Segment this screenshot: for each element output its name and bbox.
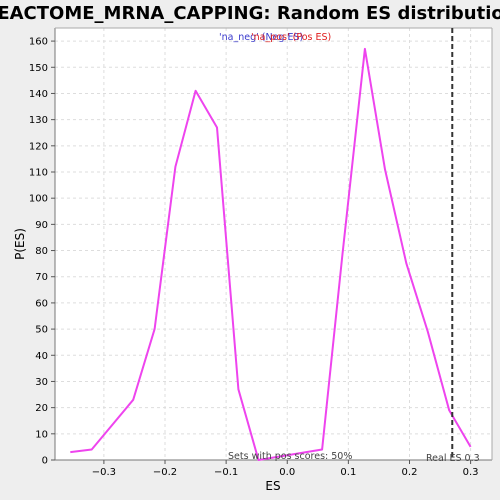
y-tick-label: 10 [35,429,48,440]
legend-neg-label: 'na_neg' (Neg ES) [219,32,303,43]
x-axis-label: ES [265,479,280,493]
y-tick-label: 160 [29,37,48,48]
y-tick-label: 100 [29,194,48,205]
x-tick-label: −0.1 [214,467,238,478]
y-tick-label: 80 [35,246,48,257]
y-tick-label: 40 [35,351,48,362]
x-tick-label: −0.3 [92,467,116,478]
x-tick-label: 0.2 [402,467,418,478]
pos-scores-annotation: Sets with pos scores: 50% [228,451,352,462]
y-tick-label: 20 [35,403,48,414]
x-axis-ticks: −0.3 −0.2 −0.1 0.0 0.1 0.2 0.3 [92,460,479,478]
x-tick-label: 0.1 [340,467,356,478]
y-tick-label: 150 [29,63,48,74]
x-tick-label: 0.0 [279,467,295,478]
y-tick-label: 30 [35,377,48,388]
x-tick-label: 0.3 [463,467,479,478]
y-tick-label: 120 [29,141,48,152]
real-es-label: Real ES 0.3 [426,453,480,464]
y-tick-label: 90 [35,220,48,231]
y-tick-label: 110 [29,168,48,179]
y-axis-ticks: 0 10 20 30 40 50 60 70 80 90 100 110 120 130 140 150 160 [29,37,55,467]
y-tick-label: 60 [35,298,48,309]
y-tick-label: 70 [35,272,48,283]
y-tick-label: 140 [29,89,48,100]
axes [54,27,493,461]
chart-title: REACTOME_MRNA_CAPPING: Random ES distrib… [0,3,500,24]
series-layer [70,47,472,461]
legend-pos-label: 'na_pos' (Pos ES) [251,32,331,43]
es-distribution-line [70,47,472,461]
y-tick-label: 50 [35,325,48,336]
x-tick-label: −0.2 [153,467,177,478]
y-axis-label: P(ES) [13,228,27,260]
y-tick-label: 130 [29,115,48,126]
plot-area [55,28,492,460]
y-tick-label: 0 [42,456,48,467]
